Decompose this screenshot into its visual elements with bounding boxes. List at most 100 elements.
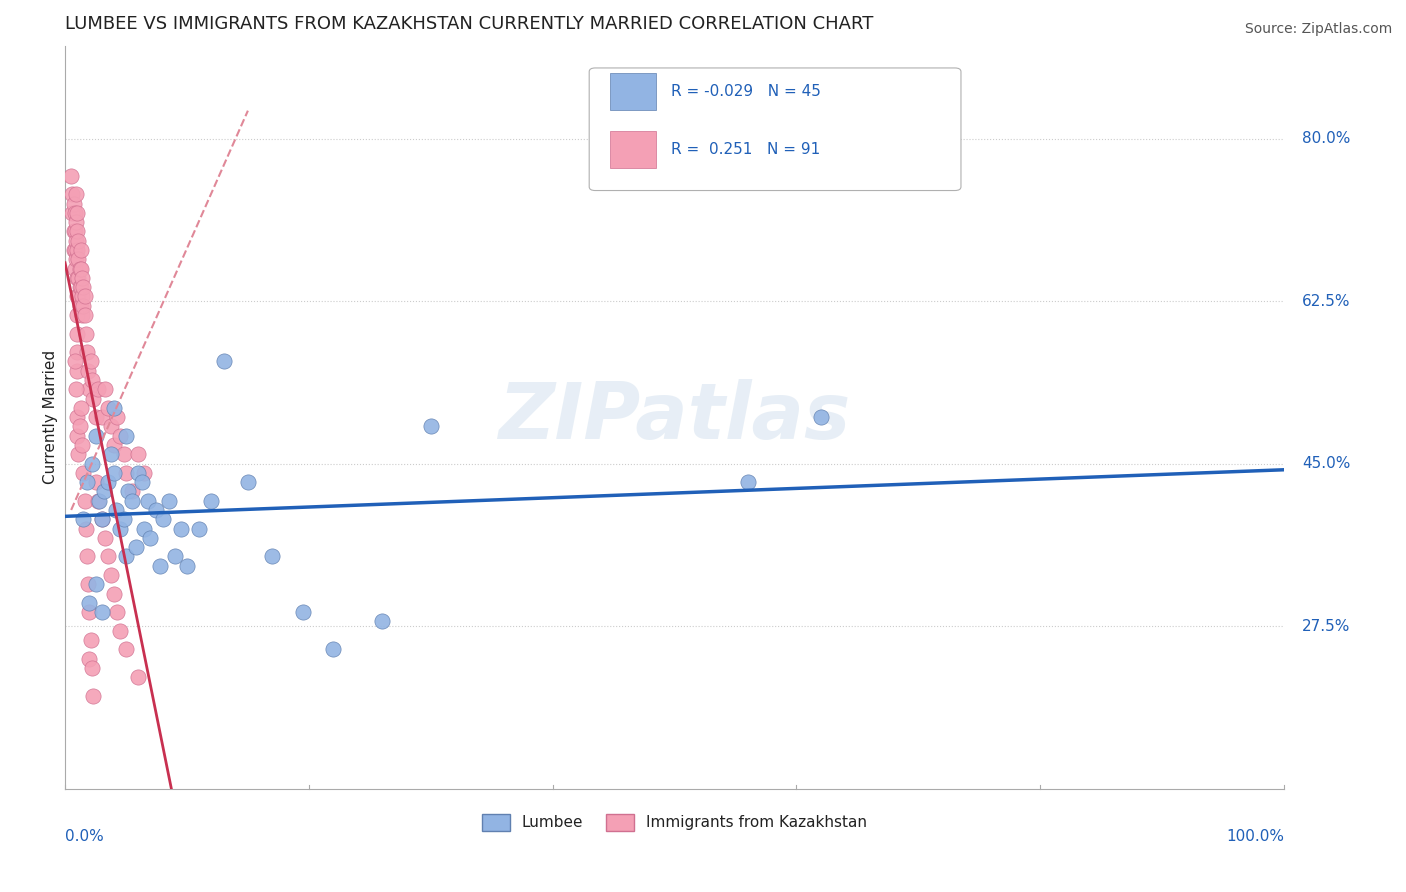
Point [115, 428, 138, 442]
Point [69, 280, 91, 294]
Point [75, 522, 97, 536]
Point [77, 364, 100, 378]
Point [84, 428, 107, 442]
Point [66, 428, 89, 442]
Point [67, 447, 90, 461]
Point [70, 289, 93, 303]
Point [97, 475, 120, 489]
Point [90, 512, 112, 526]
Point [66, 224, 89, 238]
Point [62, 196, 84, 211]
Point [117, 484, 139, 499]
Point [63, 224, 86, 238]
Text: 45.0%: 45.0% [1302, 456, 1351, 471]
Point [127, 466, 149, 480]
Point [66, 243, 89, 257]
Point [67, 252, 90, 267]
Point [810, 410, 832, 425]
Point [66, 308, 89, 322]
Point [70, 299, 93, 313]
Point [100, 419, 122, 434]
Legend: Lumbee, Immigrants from Kazakhstan: Lumbee, Immigrants from Kazakhstan [477, 808, 873, 837]
Point [176, 558, 198, 573]
Point [291, 605, 314, 619]
Point [69, 419, 91, 434]
Point [79, 596, 101, 610]
Point [103, 438, 125, 452]
Point [66, 289, 89, 303]
Point [125, 540, 148, 554]
Point [212, 354, 235, 368]
Point [322, 642, 344, 657]
Text: LUMBEE VS IMMIGRANTS FROM KAZAKHSTAN CURRENTLY MARRIED CORRELATION CHART: LUMBEE VS IMMIGRANTS FROM KAZAKHSTAN CUR… [65, 15, 873, 33]
Point [62, 243, 84, 257]
Point [76, 475, 98, 489]
Point [94, 531, 117, 545]
Point [60, 206, 83, 220]
Point [63, 261, 86, 276]
Point [69, 299, 91, 313]
Point [73, 289, 96, 303]
Point [80, 661, 103, 675]
Point [79, 632, 101, 647]
Point [76, 345, 98, 359]
Point [67, 289, 90, 303]
Point [139, 531, 162, 545]
Point [67, 234, 90, 248]
Point [94, 382, 117, 396]
Point [108, 624, 131, 638]
Point [121, 484, 143, 499]
Point [70, 270, 93, 285]
Point [93, 484, 115, 499]
Point [70, 438, 93, 452]
Point [67, 270, 90, 285]
Point [103, 466, 125, 480]
Point [134, 466, 156, 480]
Point [75, 326, 97, 341]
Point [66, 364, 89, 378]
Point [65, 215, 87, 229]
Point [170, 522, 193, 536]
Point [236, 475, 259, 489]
Point [63, 354, 86, 368]
Point [65, 187, 87, 202]
Text: 27.5%: 27.5% [1302, 618, 1351, 633]
Point [90, 605, 112, 619]
Point [79, 605, 101, 619]
Point [112, 512, 135, 526]
Point [80, 373, 103, 387]
Point [108, 522, 131, 536]
Point [66, 326, 89, 341]
Point [63, 243, 86, 257]
Point [60, 187, 83, 202]
Point [70, 401, 93, 415]
Text: R =  0.251   N = 91: R = 0.251 N = 91 [671, 142, 820, 157]
Point [152, 512, 174, 526]
Text: 80.0%: 80.0% [1302, 131, 1351, 146]
Y-axis label: Currently Married: Currently Married [44, 350, 58, 484]
Point [108, 428, 131, 442]
Point [66, 206, 89, 220]
Point [80, 457, 103, 471]
Point [73, 308, 96, 322]
Text: 100.0%: 100.0% [1226, 830, 1284, 845]
Point [73, 493, 96, 508]
Point [69, 261, 91, 276]
Point [737, 475, 759, 489]
Point [90, 410, 112, 425]
Point [127, 447, 149, 461]
Point [188, 522, 211, 536]
Point [66, 345, 89, 359]
Point [121, 493, 143, 508]
Point [66, 270, 89, 285]
Text: ZIPatlas: ZIPatlas [498, 379, 851, 455]
Point [60, 169, 83, 183]
Point [70, 308, 93, 322]
Point [145, 503, 167, 517]
Point [371, 615, 394, 629]
Point [112, 447, 135, 461]
Point [97, 401, 120, 415]
Point [63, 206, 86, 220]
FancyBboxPatch shape [610, 131, 657, 169]
Text: R = -0.029   N = 45: R = -0.029 N = 45 [671, 84, 821, 99]
